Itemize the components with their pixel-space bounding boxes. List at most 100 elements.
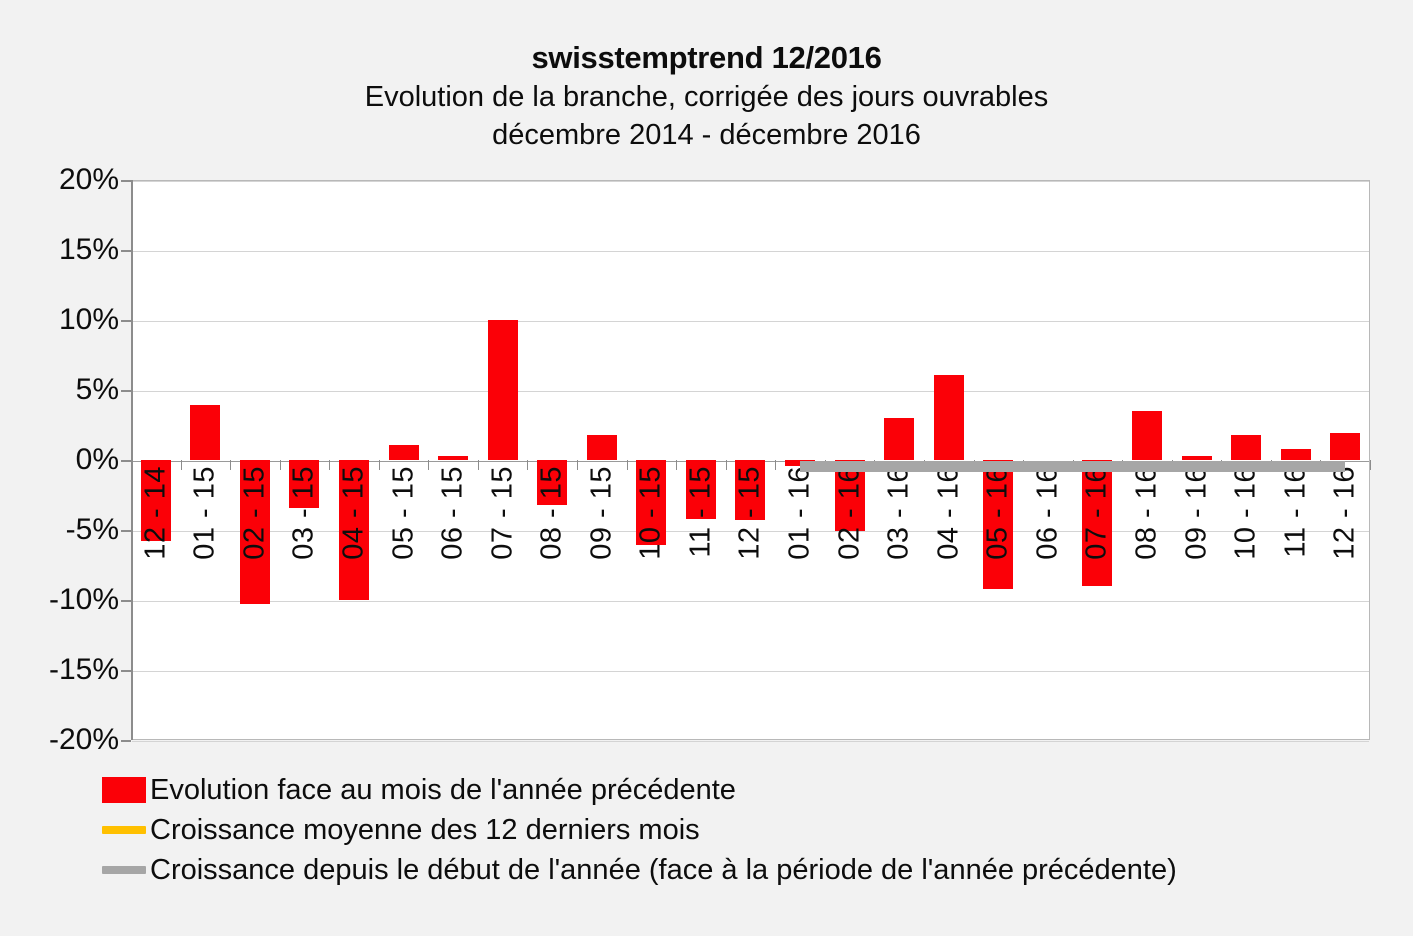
chart-title: swisstemptrend 12/2016 xyxy=(531,40,882,75)
bar[interactable] xyxy=(636,460,667,546)
x-axis-tick-label: 05 - 15 xyxy=(387,466,420,560)
x-axis-tick-label: 12 - 16 xyxy=(1328,466,1361,560)
x-axis-tick xyxy=(775,460,777,470)
x-axis-tick xyxy=(230,460,232,470)
chart-category: 11 - 15 xyxy=(676,180,726,740)
chart-category: 10 - 16 xyxy=(1221,180,1271,740)
bar[interactable] xyxy=(834,460,865,532)
x-axis-tick xyxy=(626,460,628,470)
legend-line-icon xyxy=(100,817,148,843)
x-axis-tick-label: 05 - 16 xyxy=(981,466,1014,560)
y-axis-tick-label: -5% xyxy=(65,513,119,546)
legend-marker-icon xyxy=(102,826,146,834)
x-axis-tick-label: 10 - 16 xyxy=(1229,466,1262,560)
legend-marker-icon xyxy=(102,866,146,874)
y-axis-tick xyxy=(121,460,131,462)
y-axis-line xyxy=(131,180,133,740)
bar[interactable] xyxy=(388,444,419,460)
legend-item[interactable]: Evolution face au mois de l'année précéd… xyxy=(100,772,1400,808)
x-axis-tick xyxy=(527,460,529,470)
y-axis-tick-label: 5% xyxy=(75,373,119,406)
x-axis-tick xyxy=(676,460,678,470)
x-axis-tick xyxy=(1370,460,1371,470)
x-axis-tick-label: 06 - 16 xyxy=(1031,466,1064,560)
chart-category: 07 - 16 xyxy=(1072,180,1123,740)
bar[interactable] xyxy=(140,460,171,542)
chart-category: 06 - 15 xyxy=(428,180,478,740)
bar[interactable] xyxy=(438,455,469,460)
legend-item-label: Evolution face au mois de l'année précéd… xyxy=(150,774,736,806)
x-axis-tick-label: 10 - 15 xyxy=(634,466,667,560)
y-axis-tick-label: 10% xyxy=(58,303,119,336)
y-axis-tick xyxy=(121,670,131,672)
chart-category: 01 - 15 xyxy=(180,180,231,740)
y-axis-tick-label: -10% xyxy=(48,583,119,616)
chart-category: 01 - 16 xyxy=(775,180,825,740)
bar[interactable] xyxy=(884,418,915,460)
bar[interactable] xyxy=(586,434,617,460)
x-axis-tick-label: 09 - 16 xyxy=(1180,466,1213,560)
bar[interactable] xyxy=(983,460,1014,589)
chart-category: 04 - 15 xyxy=(329,180,379,740)
x-axis-tick-label: 02 - 16 xyxy=(833,466,866,560)
bar[interactable] xyxy=(685,460,716,519)
chart-subtitle-line-1: Evolution de la branche, corrigée des jo… xyxy=(364,81,1049,113)
bar[interactable] xyxy=(239,460,270,605)
gridline xyxy=(132,741,1369,742)
legend-item[interactable]: Croissance depuis le début de l'année (f… xyxy=(100,852,1400,888)
x-axis-tick xyxy=(577,460,579,470)
bar[interactable] xyxy=(1231,434,1262,460)
bar[interactable] xyxy=(1082,460,1113,586)
bar[interactable] xyxy=(190,405,221,460)
legend-item-label: Croissance depuis le début de l'année (f… xyxy=(150,854,1177,886)
x-axis-tick-label: 07 - 16 xyxy=(1080,466,1113,560)
bar[interactable] xyxy=(933,374,964,460)
y-axis-tick xyxy=(121,250,131,252)
y-axis-tick-label: 15% xyxy=(58,233,119,266)
bar[interactable] xyxy=(735,460,766,521)
gridline xyxy=(132,531,1369,532)
gridline xyxy=(132,321,1369,322)
y-axis-tick xyxy=(121,180,131,182)
bar[interactable] xyxy=(1280,448,1311,460)
legend-item-label: Croissance moyenne des 12 derniers mois xyxy=(150,814,700,846)
x-axis-tick-label: 02 - 15 xyxy=(238,466,271,560)
chart-category: 07 - 15 xyxy=(477,180,528,740)
y-axis-tick-label: 0% xyxy=(75,443,119,476)
legend-swatch-icon xyxy=(100,777,148,803)
x-axis-tick-label: 06 - 15 xyxy=(436,466,469,560)
chart-category: 08 - 15 xyxy=(527,180,577,740)
chart-category: 08 - 16 xyxy=(1122,180,1172,740)
gridline xyxy=(132,181,1369,182)
chart-category: 09 - 15 xyxy=(577,180,627,740)
bar[interactable] xyxy=(1330,433,1361,460)
x-axis-tick-label: 12 - 15 xyxy=(733,466,766,560)
chart-category: 12 - 16 xyxy=(1320,180,1370,740)
bar[interactable] xyxy=(1181,455,1212,460)
chart-category: 02 - 16 xyxy=(824,180,875,740)
bar[interactable] xyxy=(339,460,369,600)
chart-category: 04 - 16 xyxy=(923,180,974,740)
y-axis-tick xyxy=(121,320,131,322)
x-axis-tick-label: 03 - 15 xyxy=(287,466,320,560)
y-axis-tick xyxy=(121,600,131,602)
bar[interactable] xyxy=(537,460,568,505)
chart-category: 05 - 16 xyxy=(973,180,1024,740)
x-axis-tick-label: 04 - 15 xyxy=(337,466,370,560)
x-axis-tick xyxy=(279,460,281,470)
y-axis-tick xyxy=(121,390,131,392)
y-axis-tick-label: -15% xyxy=(48,653,119,686)
bar[interactable] xyxy=(1131,411,1162,460)
gridline xyxy=(132,601,1369,602)
chart-category: 10 - 15 xyxy=(626,180,677,740)
x-axis-tick xyxy=(477,460,479,470)
bar[interactable] xyxy=(289,460,320,508)
chart-category: 05 - 15 xyxy=(378,180,429,740)
x-axis-tick-label: 11 - 15 xyxy=(684,466,717,558)
bar[interactable] xyxy=(487,320,518,460)
x-axis-tick-label: 04 - 16 xyxy=(932,466,965,560)
bar[interactable] xyxy=(785,460,816,466)
legend-item[interactable]: Croissance moyenne des 12 derniers mois xyxy=(100,812,1400,848)
chart-category: 02 - 15 xyxy=(230,180,280,740)
